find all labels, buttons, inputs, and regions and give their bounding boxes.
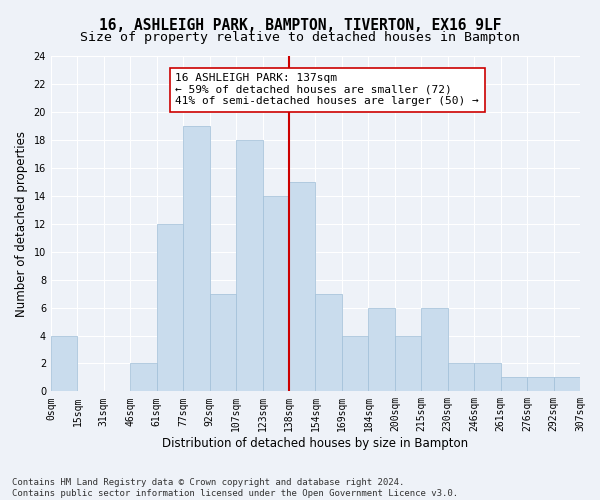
Bar [500,378,527,392]
X-axis label: Distribution of detached houses by size in Bampton: Distribution of detached houses by size … [163,437,469,450]
Bar [263,196,289,392]
Bar [209,294,236,392]
Bar [421,308,448,392]
Bar [183,126,209,392]
Bar [527,378,554,392]
Bar [368,308,395,392]
Text: 16 ASHLEIGH PARK: 137sqm
← 59% of detached houses are smaller (72)
41% of semi-d: 16 ASHLEIGH PARK: 137sqm ← 59% of detach… [175,73,479,106]
Bar [130,364,157,392]
Bar [157,224,183,392]
Y-axis label: Number of detached properties: Number of detached properties [15,131,28,317]
Bar [316,294,342,392]
Text: Size of property relative to detached houses in Bampton: Size of property relative to detached ho… [80,31,520,44]
Bar [554,378,580,392]
Bar [236,140,263,392]
Bar [448,364,474,392]
Text: Contains HM Land Registry data © Crown copyright and database right 2024.
Contai: Contains HM Land Registry data © Crown c… [12,478,458,498]
Text: 16, ASHLEIGH PARK, BAMPTON, TIVERTON, EX16 9LF: 16, ASHLEIGH PARK, BAMPTON, TIVERTON, EX… [99,18,501,32]
Bar [474,364,500,392]
Bar [395,336,421,392]
Bar [289,182,316,392]
Bar [51,336,77,392]
Bar [342,336,368,392]
